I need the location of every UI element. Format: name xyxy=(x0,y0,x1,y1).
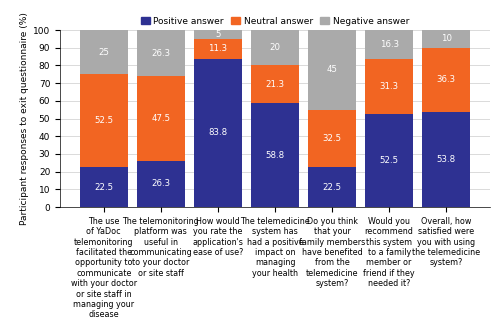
Bar xyxy=(422,112,470,207)
Bar xyxy=(250,30,300,65)
Text: 22.5: 22.5 xyxy=(322,183,342,192)
Bar xyxy=(308,30,356,110)
Text: 31.3: 31.3 xyxy=(380,82,398,91)
Text: 16.3: 16.3 xyxy=(380,40,398,49)
Bar xyxy=(422,30,470,47)
Bar xyxy=(136,30,185,76)
Text: 83.8: 83.8 xyxy=(208,128,228,137)
Bar xyxy=(194,30,242,39)
Bar xyxy=(365,114,414,207)
Text: 10: 10 xyxy=(440,34,452,43)
Text: 5: 5 xyxy=(215,30,220,39)
Bar xyxy=(422,47,470,112)
Bar xyxy=(80,74,128,167)
Bar xyxy=(80,167,128,207)
Bar xyxy=(194,59,242,207)
Text: 26.3: 26.3 xyxy=(152,49,171,58)
Bar xyxy=(308,167,356,207)
Text: 45: 45 xyxy=(326,65,338,74)
Text: 58.8: 58.8 xyxy=(266,151,284,160)
Bar xyxy=(136,161,185,207)
Bar xyxy=(365,30,414,59)
Text: 25: 25 xyxy=(98,48,110,57)
Text: 22.5: 22.5 xyxy=(94,183,114,192)
Y-axis label: Participant responses to exit questionnaire (%): Participant responses to exit questionna… xyxy=(20,12,29,225)
Text: 53.8: 53.8 xyxy=(436,155,456,164)
Text: 11.3: 11.3 xyxy=(208,44,228,53)
Text: 47.5: 47.5 xyxy=(152,114,171,123)
Bar xyxy=(365,59,414,114)
Bar xyxy=(80,30,128,74)
Legend: Positive answer, Neutral answer, Negative answer: Positive answer, Neutral answer, Negativ… xyxy=(137,13,413,29)
Bar xyxy=(136,76,185,161)
Text: 52.5: 52.5 xyxy=(94,116,114,125)
Text: 20: 20 xyxy=(270,43,280,52)
Text: 52.5: 52.5 xyxy=(380,156,398,165)
Text: 21.3: 21.3 xyxy=(266,79,284,89)
Bar xyxy=(250,65,300,103)
Bar xyxy=(250,103,300,207)
Text: 26.3: 26.3 xyxy=(152,179,171,188)
Bar xyxy=(308,110,356,167)
Bar xyxy=(194,39,242,59)
Text: 36.3: 36.3 xyxy=(436,75,456,84)
Text: 32.5: 32.5 xyxy=(322,134,342,143)
